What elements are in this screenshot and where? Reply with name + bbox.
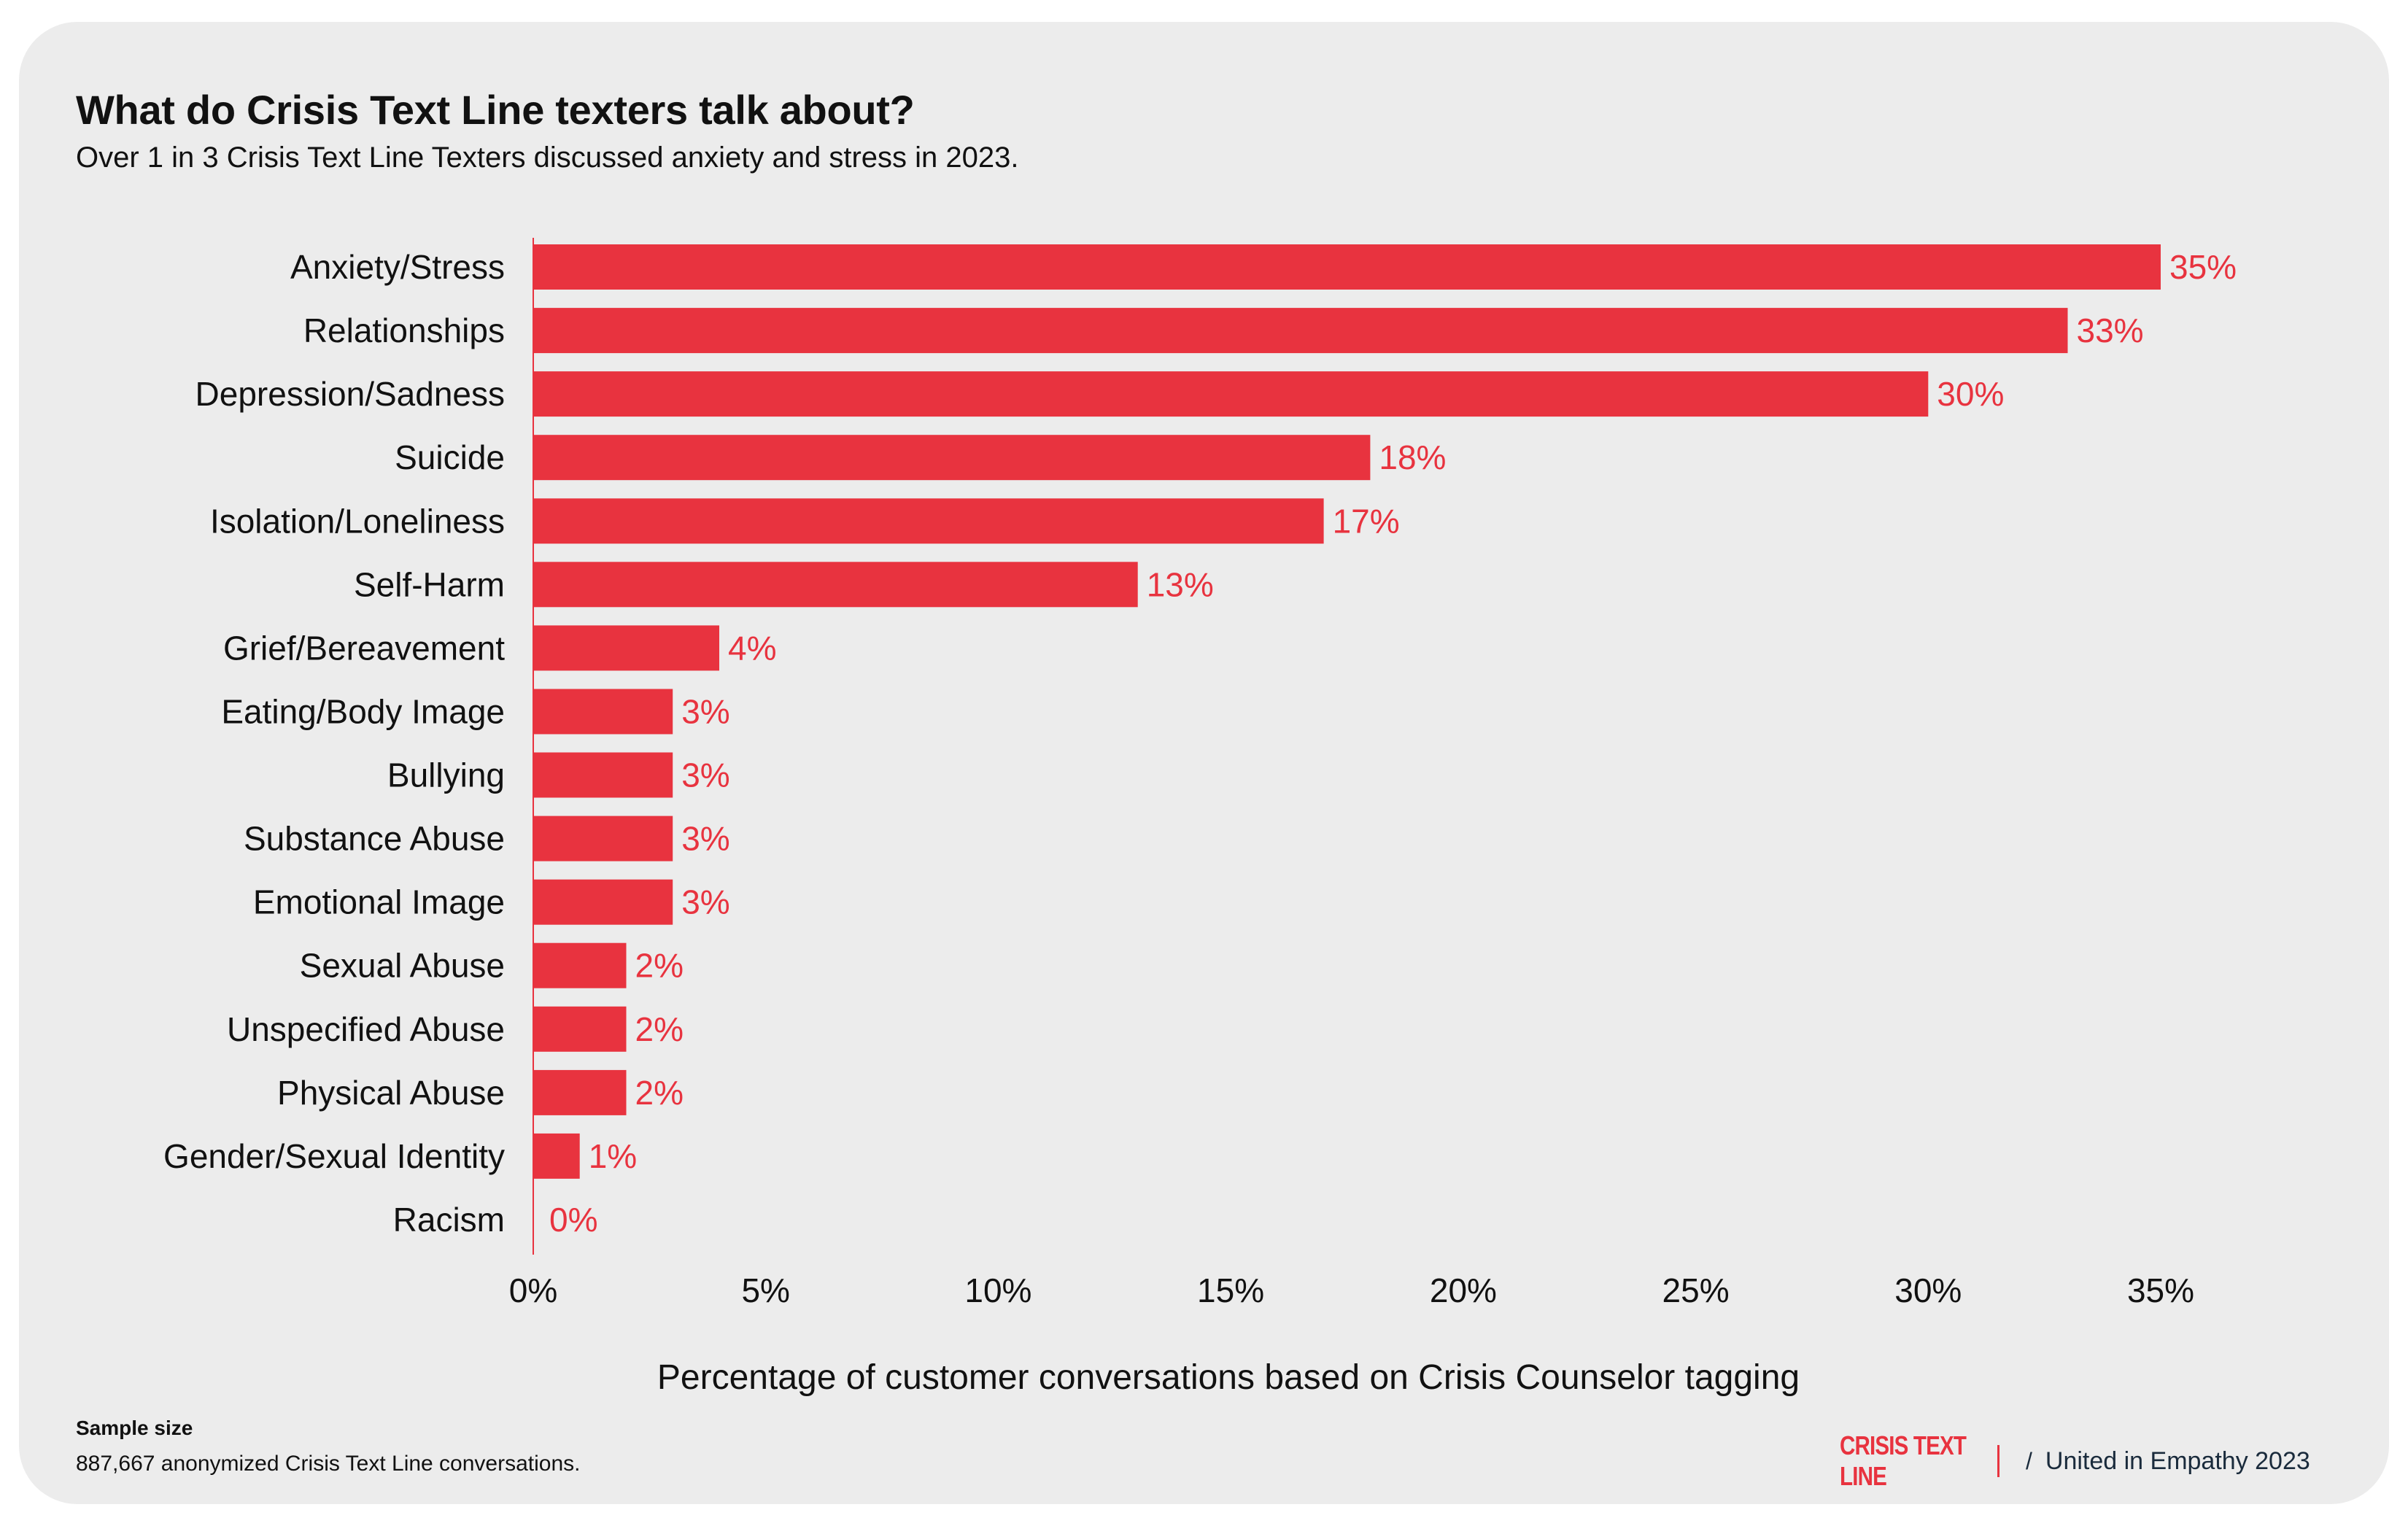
category-label: Grief/Bereavement — [223, 629, 505, 667]
bar — [533, 879, 673, 925]
data-label: 3% — [681, 693, 729, 731]
bar — [533, 1006, 627, 1052]
data-label: 18% — [1379, 438, 1446, 476]
data-label: 30% — [1937, 375, 2004, 413]
category-label: Isolation/Loneliness — [210, 502, 505, 540]
category-label: Gender/Sexual Identity — [163, 1137, 505, 1175]
bar — [533, 816, 673, 861]
x-tick-label: 35% — [2127, 1271, 2194, 1309]
data-label: 33% — [2077, 311, 2144, 349]
logo-divider — [1997, 1445, 1999, 1477]
crisis-text-line-logo: CRISIS TEXT LINE — [1840, 1430, 1967, 1491]
category-label: Emotional Image — [253, 883, 505, 921]
footer-branding: CRISIS TEXT LINE / United in Empathy 202… — [1840, 1430, 2310, 1491]
category-label: Anxiety/Stress — [290, 248, 505, 286]
footer-separator: / — [2026, 1447, 2032, 1474]
bar — [533, 498, 1324, 544]
chart-title: What do Crisis Text Line texters talk ab… — [76, 87, 915, 133]
bar — [533, 435, 1371, 481]
bar — [533, 625, 719, 671]
x-tick-label: 30% — [1894, 1271, 1962, 1309]
bar — [533, 562, 1138, 608]
data-label: 13% — [1147, 565, 1214, 603]
x-axis-title: Percentage of customer conversations bas… — [657, 1358, 1800, 1397]
x-tick-label: 15% — [1197, 1271, 1264, 1309]
category-label: Self-Harm — [354, 565, 505, 603]
data-label: 4% — [728, 629, 776, 667]
category-label: Suicide — [395, 438, 505, 476]
x-tick-label: 20% — [1430, 1271, 1497, 1309]
chart-subtitle: Over 1 in 3 Crisis Text Line Texters dis… — [76, 142, 1019, 174]
sample-size-heading: Sample size — [76, 1417, 193, 1439]
data-label: 35% — [2169, 248, 2237, 286]
category-label: Unspecified Abuse — [227, 1010, 505, 1048]
bars-group — [533, 244, 2161, 1179]
x-tick-label: 5% — [741, 1271, 789, 1309]
category-label: Eating/Body Image — [221, 693, 505, 731]
data-label: 3% — [681, 756, 729, 794]
data-label: 0% — [549, 1201, 597, 1239]
x-tick-label: 25% — [1662, 1271, 1730, 1309]
report-name: United in Empathy 2023 — [2045, 1446, 2310, 1475]
category-label: Sexual Abuse — [300, 947, 505, 985]
x-tick-label: 10% — [964, 1271, 1031, 1309]
labels-group: Anxiety/Stress 35% Relationships 33% Depress… — [163, 248, 2237, 1309]
bar — [533, 689, 673, 735]
bar — [533, 308, 2068, 354]
data-label: 2% — [635, 947, 684, 985]
sample-size-text: 887,667 anonymized Crisis Text Line conv… — [76, 1452, 581, 1476]
bar — [533, 371, 1929, 417]
bar — [533, 244, 2161, 290]
data-label: 2% — [635, 1010, 684, 1048]
category-label: Substance Abuse — [244, 820, 505, 858]
bar — [533, 1069, 627, 1115]
bar — [533, 752, 673, 798]
x-tick-label: 0% — [509, 1271, 557, 1309]
data-label: 2% — [635, 1074, 684, 1112]
data-label: 3% — [681, 883, 729, 921]
category-label: Relationships — [303, 311, 505, 349]
category-label: Bullying — [387, 756, 505, 794]
category-label: Physical Abuse — [277, 1074, 505, 1112]
category-label: Racism — [393, 1201, 505, 1239]
bar — [533, 942, 627, 988]
data-label: 3% — [681, 820, 729, 858]
data-label: 1% — [589, 1137, 637, 1175]
category-label: Depression/Sadness — [195, 375, 505, 413]
bar — [533, 1133, 580, 1179]
data-label: 17% — [1333, 502, 1400, 540]
